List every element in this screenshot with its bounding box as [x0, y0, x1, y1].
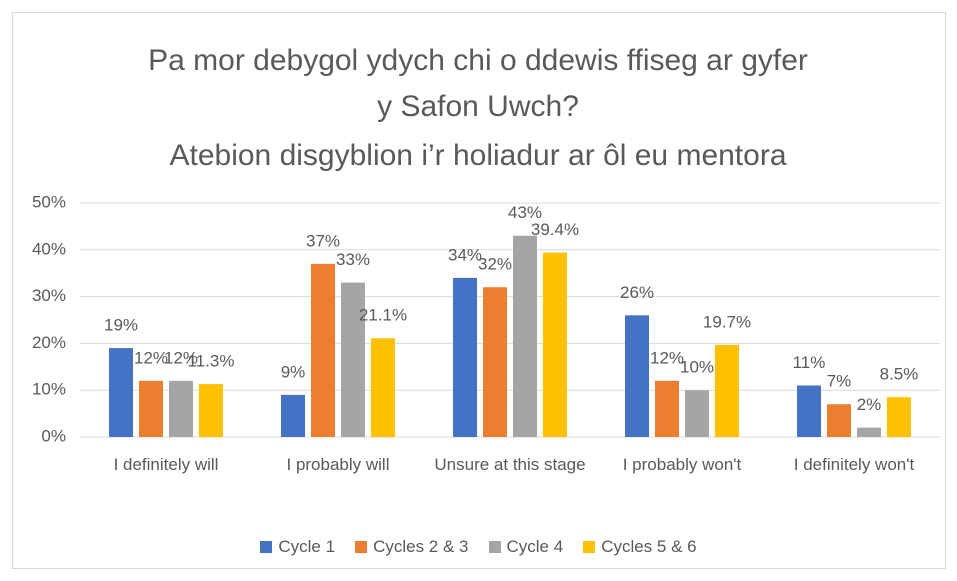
x-tick-label: I definitely will [113, 455, 219, 474]
x-tick-label: Unsure at this stage [434, 455, 586, 474]
y-tick-label: 10% [32, 380, 66, 399]
bar [483, 287, 507, 437]
x-tick-label: I probably won't [622, 455, 742, 474]
bar [625, 315, 649, 437]
data-label: 11.3% [188, 352, 235, 371]
chart-subtitle: Atebion disgyblion i’r holiadur ar ôl eu… [169, 139, 787, 172]
bar [887, 397, 911, 437]
legend-label: Cycles 5 & 6 [601, 537, 697, 556]
x-tick-label: I definitely won't [793, 455, 915, 474]
data-label: 37% [306, 231, 340, 250]
data-label: 12% [650, 348, 684, 367]
y-tick-label: 20% [32, 333, 66, 352]
bar [341, 282, 365, 437]
data-label: 26% [620, 283, 654, 302]
data-label: 33% [336, 250, 370, 269]
bar [311, 263, 335, 437]
bar [655, 380, 679, 437]
legend-swatch [355, 541, 368, 553]
data-label: 2% [857, 395, 882, 414]
bar [685, 390, 709, 437]
legend-item: Cycle 4 [488, 537, 564, 557]
data-label: 11% [793, 353, 826, 372]
bar [827, 404, 851, 437]
legend-swatch [488, 541, 501, 553]
data-label: 10% [680, 358, 714, 377]
data-label: 8.5% [880, 365, 919, 384]
data-label: 12% [164, 348, 198, 367]
bar [199, 384, 223, 437]
x-tick-label: I probably will [286, 455, 390, 474]
data-label: 32% [478, 255, 512, 274]
legend-label: Cycle 1 [278, 537, 336, 556]
data-label: 43% [508, 203, 542, 222]
data-label: 34% [448, 245, 482, 264]
data-label: 12% [134, 348, 168, 367]
bar [513, 235, 537, 437]
chart-title: Pa mor debygol ydych chi o ddewis ffiseg… [148, 44, 808, 123]
y-tick-label: 30% [32, 286, 66, 305]
chart-frame [12, 12, 946, 569]
bar [857, 427, 881, 437]
legend-label: Cycles 2 & 3 [373, 537, 469, 556]
legend-swatch [260, 541, 273, 553]
bar [109, 348, 133, 437]
bar [543, 252, 567, 437]
legend-item: Cycle 1 [260, 537, 335, 557]
legend-swatch [583, 541, 596, 553]
data-label: 7% [827, 372, 852, 391]
bar [139, 380, 163, 437]
legend-item: Cycles 2 & 3 [355, 537, 469, 557]
data-label: 39.4% [531, 220, 579, 239]
bar [281, 394, 305, 437]
legend-item: Cycles 5 & 6 [583, 537, 697, 557]
data-label: 21.1% [359, 306, 407, 325]
y-tick-label: 40% [32, 239, 66, 258]
legend-label: Cycle 4 [506, 537, 564, 556]
y-tick-label: 50% [32, 192, 66, 211]
bar [715, 344, 739, 437]
bar [169, 380, 193, 437]
bar [371, 338, 395, 437]
bar [453, 277, 477, 437]
data-label: 19.7% [703, 312, 751, 331]
y-tick-label: 0% [41, 426, 66, 445]
legend: Cycle 1 Cycles 2 & 3 Cycle 4 Cycles 5 & 6 [0, 537, 957, 557]
bar [797, 385, 821, 437]
data-label: 19% [104, 316, 138, 335]
data-label: 9% [281, 362, 306, 381]
